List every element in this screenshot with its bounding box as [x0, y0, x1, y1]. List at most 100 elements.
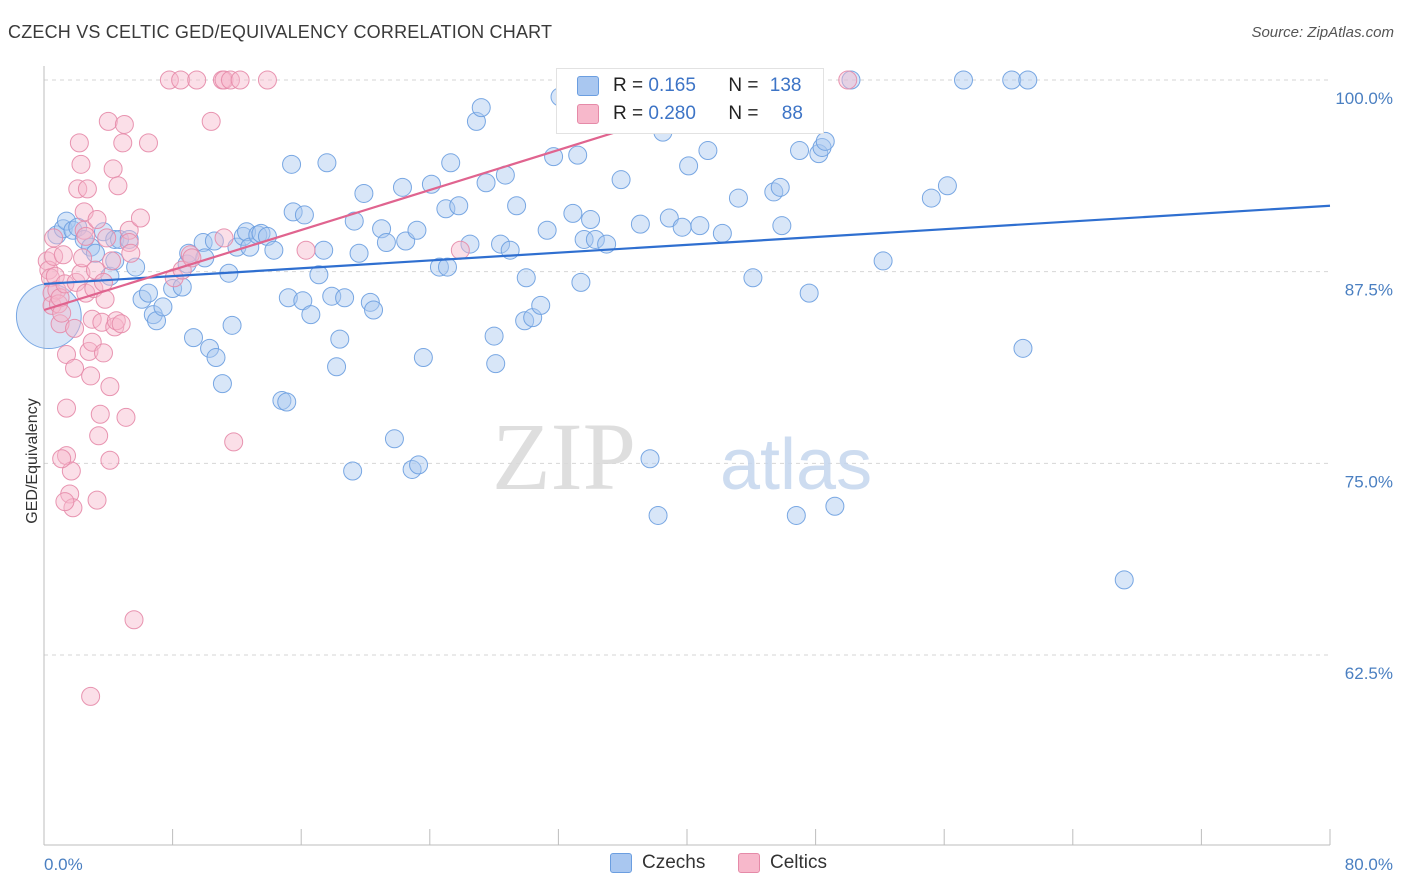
- point-czechs-41: [264, 240, 284, 260]
- point-celtics-78: [201, 111, 221, 131]
- point-celtics-6: [44, 246, 64, 266]
- point-czechs-104: [640, 449, 660, 469]
- point-czechs-84: [491, 234, 511, 254]
- point-czechs-20: [153, 297, 173, 317]
- point-czechs-92: [537, 220, 557, 240]
- n-label: N =: [728, 103, 764, 124]
- legend-item-celtics[interactable]: Celtics: [738, 852, 827, 874]
- point-czechs-110: [690, 216, 710, 236]
- point-czechs-46: [282, 154, 302, 174]
- point-celtics-51: [100, 377, 120, 397]
- point-czechs-126: [873, 251, 893, 271]
- watermark-atlas: atlas: [720, 425, 872, 505]
- chart-title: CZECH VS CELTIC GED/EQUIVALENCY CORRELAT…: [8, 22, 553, 42]
- point-celtics-56: [108, 176, 128, 196]
- point-czechs-73: [429, 257, 449, 277]
- point-czechs-30: [206, 348, 226, 368]
- point-czechs-82: [484, 326, 504, 346]
- point-czechs-80: [471, 98, 491, 118]
- point-czechs-87: [507, 196, 527, 216]
- point-celtics-76: [230, 70, 250, 90]
- point-czechs-122: [812, 137, 832, 157]
- point-czechs-54: [327, 357, 347, 377]
- point-celtics-40: [87, 210, 107, 230]
- point-celtics-69: [52, 449, 72, 469]
- point-czechs-108: [672, 217, 692, 237]
- x-tick-label-right: 80.0%: [1345, 855, 1393, 874]
- point-czechs-99: [581, 210, 601, 230]
- point-czechs-83: [486, 354, 506, 374]
- point-celtics-85: [296, 240, 316, 260]
- point-czechs-51: [314, 240, 334, 260]
- point-czechs-55: [330, 329, 350, 349]
- point-celtics-33: [77, 179, 97, 199]
- point-celtics-7: [45, 266, 65, 286]
- point-celtics-22: [65, 318, 85, 338]
- point-czechs-50: [309, 265, 329, 285]
- point-celtics-43: [90, 404, 110, 424]
- legend-item-czechs[interactable]: Czechs: [610, 852, 705, 874]
- point-czechs-17: [138, 283, 158, 303]
- point-czechs-121: [809, 144, 829, 164]
- stat-row-celtics: R = 0.280 N = 88: [577, 101, 803, 127]
- n-value-czechs: 138: [769, 75, 802, 96]
- point-czechs-66: [392, 177, 412, 197]
- point-czechs-48: [294, 205, 314, 225]
- point-czechs-44: [278, 288, 298, 308]
- point-celtics-66: [138, 133, 158, 153]
- point-czechs-127: [921, 188, 941, 208]
- point-celtics-67: [81, 686, 101, 706]
- point-celtics-26: [71, 154, 91, 174]
- point-celtics-87: [838, 70, 858, 90]
- point-czechs-124: [825, 496, 845, 516]
- point-celtics-60: [116, 407, 136, 427]
- point-celtics-31: [76, 226, 96, 246]
- x-tick-label-left: 0.0%: [44, 855, 83, 874]
- point-czechs-97: [571, 272, 591, 292]
- point-celtics-53: [103, 159, 123, 179]
- point-czechs-89: [516, 268, 536, 288]
- point-celtics-84: [224, 432, 244, 452]
- point-czechs-56: [335, 288, 355, 308]
- series-czechs-points: [15, 70, 1134, 590]
- legend: Czechs Celtics: [0, 852, 1406, 878]
- y-tick-label-0: 100.0%: [1335, 89, 1393, 108]
- point-czechs-129: [953, 70, 973, 90]
- point-celtics-74: [214, 70, 234, 90]
- axes: [43, 66, 1331, 846]
- point-celtics-83: [214, 228, 234, 248]
- point-czechs-36: [237, 222, 257, 242]
- trend-line-czechs: [43, 204, 1331, 286]
- point-czechs-131: [1018, 70, 1038, 90]
- r-label: R =: [613, 103, 649, 124]
- point-czechs-74: [436, 199, 456, 219]
- stat-row-czechs: R = 0.165 N = 138: [577, 73, 801, 99]
- point-czechs-120: [799, 283, 819, 303]
- legend-label-celtics: Celtics: [770, 852, 828, 873]
- point-czechs-96: [568, 145, 588, 165]
- point-celtics-16: [57, 398, 77, 418]
- tick-labels: 100.0% 87.5% 75.0% 62.5% 0.0% 80.0%: [44, 89, 1393, 874]
- point-czechs-52: [317, 153, 337, 173]
- n-label: N =: [728, 75, 764, 96]
- point-czechs-113: [728, 188, 748, 208]
- point-celtics-48: [97, 228, 117, 248]
- point-czechs-118: [786, 505, 806, 525]
- point-celtics-5: [44, 228, 64, 248]
- point-celtics-58: [113, 133, 133, 153]
- point-czechs-75: [437, 257, 457, 277]
- r-label: R =: [613, 75, 649, 96]
- r-value-celtics: 0.280: [648, 103, 696, 124]
- czechs-swatch: [577, 76, 599, 96]
- point-czechs-132: [1013, 338, 1033, 358]
- point-czechs-25: [183, 328, 203, 348]
- point-celtics-52: [102, 251, 122, 271]
- point-czechs-95: [563, 203, 583, 223]
- point-czechs-62: [364, 300, 384, 320]
- point-czechs-76: [441, 153, 461, 173]
- point-celtics-45: [93, 343, 113, 363]
- point-celtics-59: [114, 114, 134, 134]
- point-czechs-43: [277, 392, 297, 412]
- point-czechs-98: [574, 229, 594, 249]
